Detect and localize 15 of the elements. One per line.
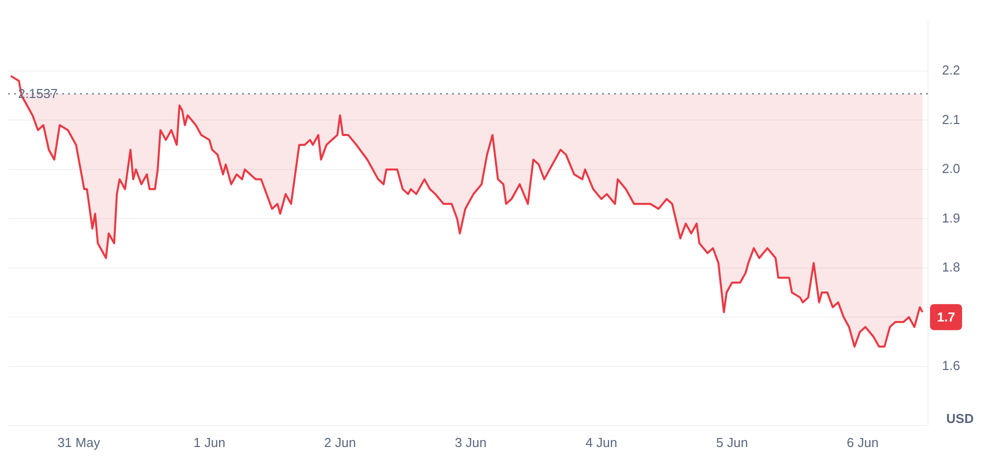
x-tick-label: 3 Jun [454, 434, 487, 450]
y-tick-label: 1.9 [942, 210, 960, 226]
y-tick-label: 2.2 [942, 62, 960, 78]
x-tick-label: 31 May [57, 434, 101, 450]
y-tick-label: 2.0 [942, 161, 960, 176]
x-tick-label: 2 Jun [324, 434, 356, 450]
x-tick-label: 1 Jun [194, 434, 226, 450]
y-tick-label: 1.8 [942, 259, 960, 274]
y-tick-label: 1.6 [942, 358, 960, 373]
x-tick-label: 4 Jun [585, 434, 618, 450]
y-tick-label: 2.1 [942, 112, 960, 127]
y-axis-title: USD [946, 410, 974, 426]
x-tick-label: 5 Jun [716, 434, 748, 450]
x-tick-label: 6 Jun [846, 434, 879, 450]
annotation: 1.7 [937, 310, 956, 325]
